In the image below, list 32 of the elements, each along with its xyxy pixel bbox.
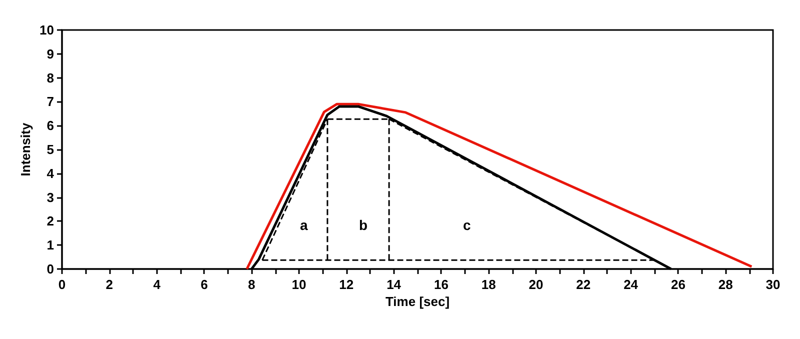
x-tick-label: 22	[576, 277, 591, 292]
y-tick-label: 9	[46, 46, 54, 62]
x-tick-label: 30	[766, 277, 780, 292]
x-tick-label: 14	[386, 277, 402, 292]
x-tick-label: 24	[624, 277, 639, 292]
x-tick-label: 20	[528, 277, 544, 292]
y-tick-label: 2	[46, 214, 54, 229]
y-tick-label: 8	[46, 70, 54, 86]
y-tick-label: 3	[46, 190, 54, 205]
y-tick-label: 1	[46, 238, 54, 253]
x-tick-label: 2	[106, 277, 114, 292]
annotation: b	[359, 217, 368, 233]
annotation: c	[463, 217, 471, 233]
y-tick-label: 10	[40, 22, 54, 38]
x-tick-label: 4	[153, 277, 162, 292]
y-tick-label: 4	[46, 166, 55, 181]
y-tick-label: 0	[46, 262, 54, 276]
y-tick-label: 7	[46, 94, 54, 110]
annotation: a	[300, 217, 308, 233]
x-tick-label: 10	[292, 277, 306, 292]
x-tick-label: 18	[481, 277, 496, 292]
y-tick-label: 6	[46, 118, 54, 134]
y-axis-title: Intensity	[18, 122, 33, 176]
x-tick-label: 16	[434, 277, 448, 292]
y-tick-label: 5	[46, 142, 54, 157]
x-tick-label: 6	[200, 277, 208, 292]
x-tick-label: 0	[58, 277, 66, 292]
x-tick-label: 8	[248, 277, 256, 292]
x-axis-title: Time [sec]	[385, 294, 450, 309]
x-tick-label: 26	[670, 277, 686, 292]
x-tick-label: 28	[718, 277, 733, 292]
x-tick-label: 12	[339, 277, 354, 292]
